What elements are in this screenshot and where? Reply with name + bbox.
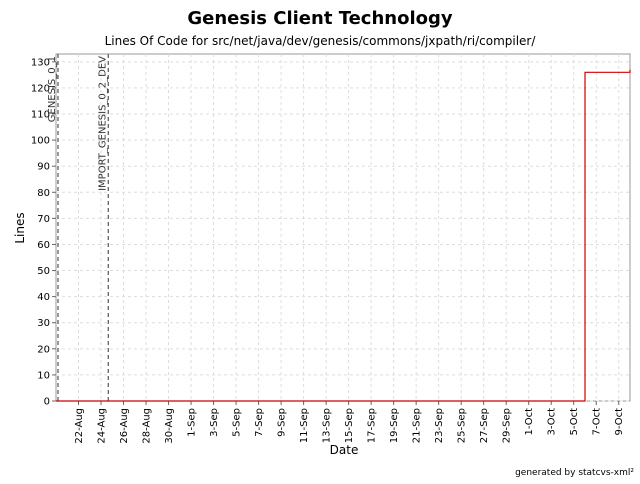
x-tick-label: 28-Aug	[142, 408, 153, 444]
x-axis-ticks: 22-Aug 24-Aug 26-Aug 28-Aug 30-Aug 1-Sep 3-Sep…	[74, 401, 625, 444]
x-tick-label: 19-Sep	[389, 408, 400, 443]
x-tick-label: 1-Sep	[187, 408, 198, 437]
x-axis-label: Date	[330, 443, 359, 457]
y-tick-label: 30	[37, 318, 50, 329]
x-tick-label: 5-Sep	[232, 408, 243, 437]
y-tick-label: 60	[37, 240, 50, 251]
grid	[56, 54, 630, 402]
version-markers: GENESIS_0_1 IMPORT_GENESIS_0_2_DEV	[47, 54, 109, 401]
marker-label: GENESIS_0_1	[47, 56, 58, 122]
x-tick-label: 25-Sep	[457, 408, 468, 443]
y-tick-label: 50	[37, 266, 50, 277]
plot-area	[55, 53, 631, 402]
x-tick-label: 3-Sep	[209, 408, 220, 437]
x-tick-label: 7-Sep	[254, 408, 265, 437]
x-tick-label: 17-Sep	[367, 408, 378, 443]
chart-subtitle: Lines Of Code for src/net/java/dev/genes…	[105, 34, 537, 48]
y-axis-label: Lines	[13, 212, 27, 243]
x-tick-label: 30-Aug	[164, 408, 175, 444]
chart-title: Genesis Client Technology	[187, 8, 452, 29]
x-tick-label: 1-Oct	[524, 408, 535, 436]
y-tick-label: 10	[37, 370, 50, 381]
series	[56, 69, 631, 402]
y-tick-label: 70	[37, 214, 50, 225]
y-tick-label: 0	[44, 397, 50, 408]
x-tick-label: 3-Oct	[547, 408, 558, 436]
x-tick-label: 21-Sep	[412, 408, 423, 443]
y-tick-label: 100	[31, 136, 50, 147]
y-tick-label: 20	[37, 344, 50, 355]
y-tick-label: 40	[37, 292, 50, 303]
x-tick-label: 22-Aug	[74, 408, 85, 444]
series-line	[56, 69, 631, 402]
x-tick-label: 13-Sep	[322, 408, 333, 443]
x-tick-label: 29-Sep	[502, 408, 513, 443]
x-tick-label: 9-Oct	[614, 408, 625, 436]
y-tick-label: 120	[31, 83, 50, 94]
x-tick-label: 27-Sep	[479, 408, 490, 443]
y-tick-label: 80	[37, 188, 50, 199]
x-tick-label: 7-Oct	[592, 408, 603, 436]
y-tick-label: 130	[31, 57, 50, 68]
y-tick-label: 90	[37, 162, 50, 173]
x-tick-label: 9-Sep	[277, 408, 288, 437]
x-tick-label: 26-Aug	[119, 408, 130, 444]
x-tick-label: 24-Aug	[97, 408, 108, 444]
x-tick-label: 11-Sep	[299, 408, 310, 443]
marker-label: IMPORT_GENESIS_0_2_DEV	[97, 56, 108, 191]
y-tick-label: 110	[31, 110, 50, 121]
x-tick-label: 15-Sep	[344, 408, 355, 443]
y-axis-ticks: 0 10 20 30 40 50 60 70 80 90 100 110 120 130	[31, 57, 56, 408]
x-tick-label: 23-Sep	[434, 408, 445, 443]
footer-credit: generated by statcvs-xml²	[515, 468, 634, 478]
x-tick-label: 5-Oct	[569, 408, 580, 436]
